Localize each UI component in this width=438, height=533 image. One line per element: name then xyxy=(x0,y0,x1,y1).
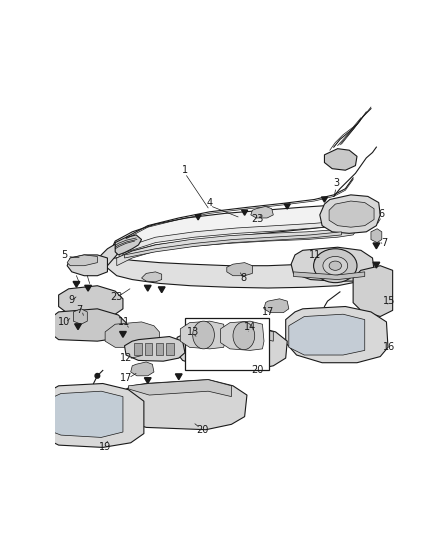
Polygon shape xyxy=(320,195,380,233)
Text: 13: 13 xyxy=(187,327,199,337)
Text: 9: 9 xyxy=(69,295,75,304)
Polygon shape xyxy=(101,201,366,268)
Text: 23: 23 xyxy=(251,214,264,224)
Bar xyxy=(134,343,141,355)
Text: 10: 10 xyxy=(58,317,70,327)
Polygon shape xyxy=(353,265,392,317)
Polygon shape xyxy=(325,149,357,170)
Polygon shape xyxy=(128,379,231,397)
Polygon shape xyxy=(105,322,159,348)
Polygon shape xyxy=(286,306,388,363)
Polygon shape xyxy=(141,272,162,282)
Circle shape xyxy=(95,374,100,378)
Polygon shape xyxy=(329,201,374,227)
Polygon shape xyxy=(188,326,273,341)
Polygon shape xyxy=(131,362,154,376)
Polygon shape xyxy=(117,225,357,265)
Polygon shape xyxy=(41,391,123,438)
Text: 4: 4 xyxy=(207,198,213,207)
Text: 6: 6 xyxy=(379,209,385,219)
Polygon shape xyxy=(101,258,366,288)
Text: 1: 1 xyxy=(182,165,188,175)
Polygon shape xyxy=(49,309,126,341)
Text: 20: 20 xyxy=(196,425,208,435)
Polygon shape xyxy=(221,321,264,350)
Polygon shape xyxy=(59,286,123,317)
Text: 7: 7 xyxy=(381,238,387,248)
Text: 7: 7 xyxy=(76,305,83,316)
Polygon shape xyxy=(264,299,289,313)
Polygon shape xyxy=(175,326,287,370)
Bar xyxy=(166,343,174,355)
Polygon shape xyxy=(73,309,87,324)
Polygon shape xyxy=(120,216,357,258)
Polygon shape xyxy=(97,244,120,270)
Text: 16: 16 xyxy=(383,342,396,352)
Text: 11: 11 xyxy=(309,250,321,260)
Polygon shape xyxy=(227,263,252,276)
Polygon shape xyxy=(124,232,342,258)
Ellipse shape xyxy=(329,261,342,270)
Polygon shape xyxy=(293,272,365,280)
Text: 12: 12 xyxy=(120,353,132,363)
Polygon shape xyxy=(124,336,185,361)
Polygon shape xyxy=(371,229,382,243)
Text: 5: 5 xyxy=(61,250,67,260)
Bar xyxy=(145,343,152,355)
Text: 15: 15 xyxy=(383,296,396,306)
Ellipse shape xyxy=(314,249,357,282)
Text: 11: 11 xyxy=(118,317,131,327)
Polygon shape xyxy=(67,255,107,276)
Text: 23: 23 xyxy=(110,292,123,302)
Polygon shape xyxy=(115,379,247,430)
Polygon shape xyxy=(289,314,365,355)
Text: 19: 19 xyxy=(99,442,111,453)
Bar xyxy=(185,318,268,370)
Text: 17: 17 xyxy=(261,307,274,317)
Text: 14: 14 xyxy=(244,322,256,332)
Text: 8: 8 xyxy=(241,273,247,283)
Polygon shape xyxy=(291,247,374,281)
Polygon shape xyxy=(35,384,144,447)
Polygon shape xyxy=(251,206,273,218)
Polygon shape xyxy=(67,255,97,265)
Ellipse shape xyxy=(193,321,214,349)
Text: 17: 17 xyxy=(120,373,132,383)
Bar xyxy=(155,343,163,355)
Ellipse shape xyxy=(233,322,255,350)
Text: 20: 20 xyxy=(251,366,264,375)
Polygon shape xyxy=(180,321,225,349)
Text: 3: 3 xyxy=(333,179,339,188)
Ellipse shape xyxy=(323,256,348,275)
Polygon shape xyxy=(115,235,141,255)
